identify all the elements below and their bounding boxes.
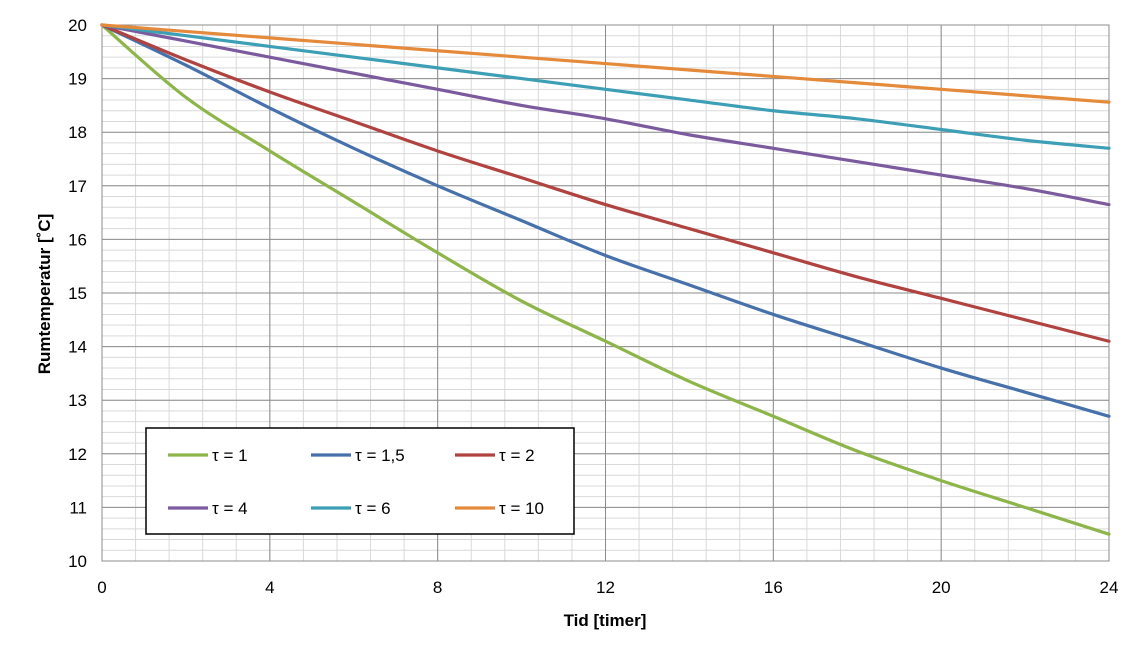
legend-label: τ = 10 — [499, 499, 544, 518]
x-tick-label: 8 — [433, 578, 442, 597]
y-tick-label: 11 — [69, 498, 87, 517]
y-tick-label: 10 — [68, 552, 87, 571]
y-tick-label: 16 — [68, 230, 87, 249]
series-line-1 — [100, 23, 1111, 536]
y-tick-label: 12 — [68, 445, 87, 464]
legend-label: τ = 1 — [212, 446, 248, 465]
x-tick-label: 20 — [932, 578, 951, 597]
legend-box — [145, 427, 575, 535]
series-line-3 — [100, 23, 1111, 343]
x-tick-label: 4 — [265, 578, 274, 597]
legend: τ = 1 τ = 1,5 τ = 2 τ = 4 τ = 6 τ = 10 — [145, 427, 575, 535]
y-tick-label: 19 — [68, 70, 87, 89]
y-tick-label: 13 — [68, 391, 87, 410]
x-tick-label: 0 — [97, 578, 106, 597]
series-line-6 — [100, 23, 1111, 104]
series-line-5 — [100, 23, 1111, 150]
y-tick-label: 20 — [68, 16, 87, 35]
x-axis-tick-labels: 0 4 8 12 16 20 24 — [97, 578, 1118, 597]
legend-label: τ = 6 — [355, 499, 391, 518]
legend-label: τ = 1,5 — [355, 446, 405, 465]
x-tick-label: 24 — [1100, 578, 1119, 597]
y-tick-label: 18 — [68, 123, 87, 142]
series-line-2 — [100, 23, 1111, 418]
major-gridlines — [101, 24, 1110, 562]
y-tick-label: 17 — [68, 177, 87, 196]
y-axis-tick-labels: 10 11 12 13 14 15 16 17 18 19 20 — [68, 16, 87, 571]
legend-label: τ = 2 — [499, 446, 535, 465]
legend-label: τ = 4 — [212, 499, 248, 518]
series-lines — [100, 23, 1111, 536]
x-tick-label: 12 — [596, 578, 615, 597]
series-line-4 — [100, 23, 1111, 207]
plot-area-frame — [101, 24, 1110, 562]
y-tick-label: 15 — [68, 284, 87, 303]
y-axis-title: Rumtemperatur [˚C] — [35, 214, 54, 375]
x-tick-label: 16 — [764, 578, 783, 597]
x-axis-title: Tid [timer] — [564, 611, 647, 630]
y-tick-label: 14 — [68, 338, 87, 357]
